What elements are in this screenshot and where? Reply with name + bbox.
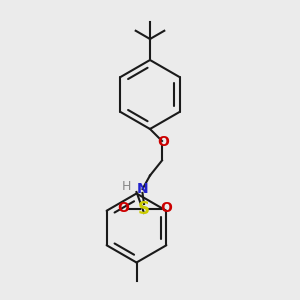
Text: O: O <box>158 136 169 149</box>
Text: H: H <box>121 179 131 193</box>
Text: N: N <box>137 182 148 196</box>
Text: S: S <box>138 200 150 217</box>
Text: O: O <box>117 202 129 215</box>
Text: O: O <box>160 202 172 215</box>
